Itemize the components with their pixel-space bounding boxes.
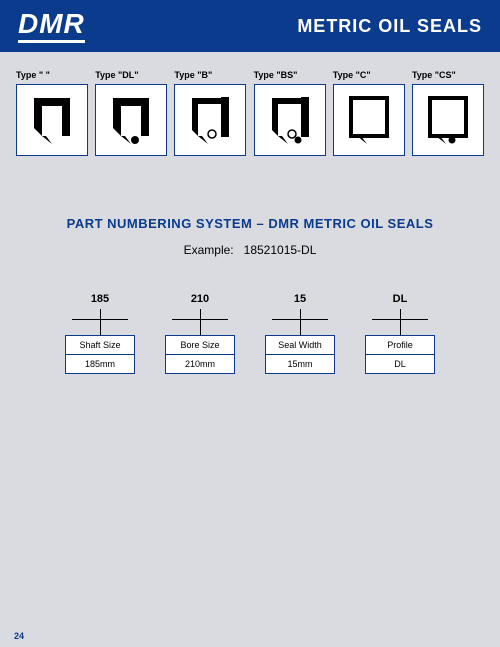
part-code: 15 (294, 293, 306, 305)
part-value: 15mm (266, 355, 334, 373)
seal-type-label: Type "B" (174, 70, 246, 80)
section-title: PART NUMBERING SYSTEM – DMR METRIC OIL S… (0, 216, 500, 231)
example-value: 18521015-DL (244, 243, 317, 257)
part-code: 210 (191, 293, 209, 305)
part-value: 185mm (66, 355, 134, 373)
seal-types-row: Type " " Type "DL" Type "B" Type "BS" Type "… (0, 52, 500, 156)
page-number: 24 (14, 631, 24, 641)
seal-type-label: Type " " (16, 70, 88, 80)
part-box: Bore Size210mm (165, 335, 235, 374)
part-name: Profile (366, 336, 434, 355)
header-bar: DMR METRIC OIL SEALS (0, 0, 500, 52)
part-value: 210mm (166, 355, 234, 373)
part-name: Seal Width (266, 336, 334, 355)
connector-line (165, 309, 235, 335)
seal-type-cell: Type "DL" (95, 70, 167, 156)
part-column: 210 Bore Size210mm (165, 293, 235, 374)
part-name: Shaft Size (66, 336, 134, 355)
seal-type-label: Type "BS" (254, 70, 326, 80)
part-box: ProfileDL (365, 335, 435, 374)
part-column: DLProfileDL (365, 293, 435, 374)
seal-type-label: Type "C" (333, 70, 405, 80)
part-box: Seal Width15mm (265, 335, 335, 374)
part-column: 185 Shaft Size185mm (65, 293, 135, 374)
page-title: METRIC OIL SEALS (297, 16, 482, 37)
part-column: 15 Seal Width15mm (265, 293, 335, 374)
part-value: DL (366, 355, 434, 373)
brand-logo: DMR (18, 10, 85, 43)
seal-type-diagram (333, 84, 405, 156)
part-name: Bore Size (166, 336, 234, 355)
seal-type-cell: Type "B" (174, 70, 246, 156)
part-number-row: 185 Shaft Size185mm 210 Bore Size210mm 15 Sea… (0, 293, 500, 374)
seal-type-cell: Type "BS" (254, 70, 326, 156)
seal-type-cell: Type "CS" (412, 70, 484, 156)
seal-type-label: Type "CS" (412, 70, 484, 80)
seal-type-diagram (16, 84, 88, 156)
part-box: Shaft Size185mm (65, 335, 135, 374)
seal-type-diagram (95, 84, 167, 156)
seal-type-cell: Type "C" (333, 70, 405, 156)
seal-type-diagram (412, 84, 484, 156)
seal-type-diagram (254, 84, 326, 156)
part-code: 185 (91, 293, 109, 305)
connector-line (65, 309, 135, 335)
seal-type-diagram (174, 84, 246, 156)
connector-line (365, 309, 435, 335)
example-line: Example: 18521015-DL (0, 243, 500, 257)
seal-type-label: Type "DL" (95, 70, 167, 80)
part-code: DL (393, 293, 408, 305)
page: DMR METRIC OIL SEALS Type " "Type "DL"Ty… (0, 0, 500, 647)
seal-type-cell: Type " " (16, 70, 88, 156)
example-label: Example: (184, 243, 234, 257)
connector-line (265, 309, 335, 335)
